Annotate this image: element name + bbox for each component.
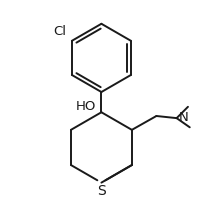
Text: HO: HO: [76, 100, 96, 113]
Text: S: S: [97, 184, 106, 198]
Text: Cl: Cl: [54, 25, 67, 38]
Text: N: N: [178, 111, 188, 124]
